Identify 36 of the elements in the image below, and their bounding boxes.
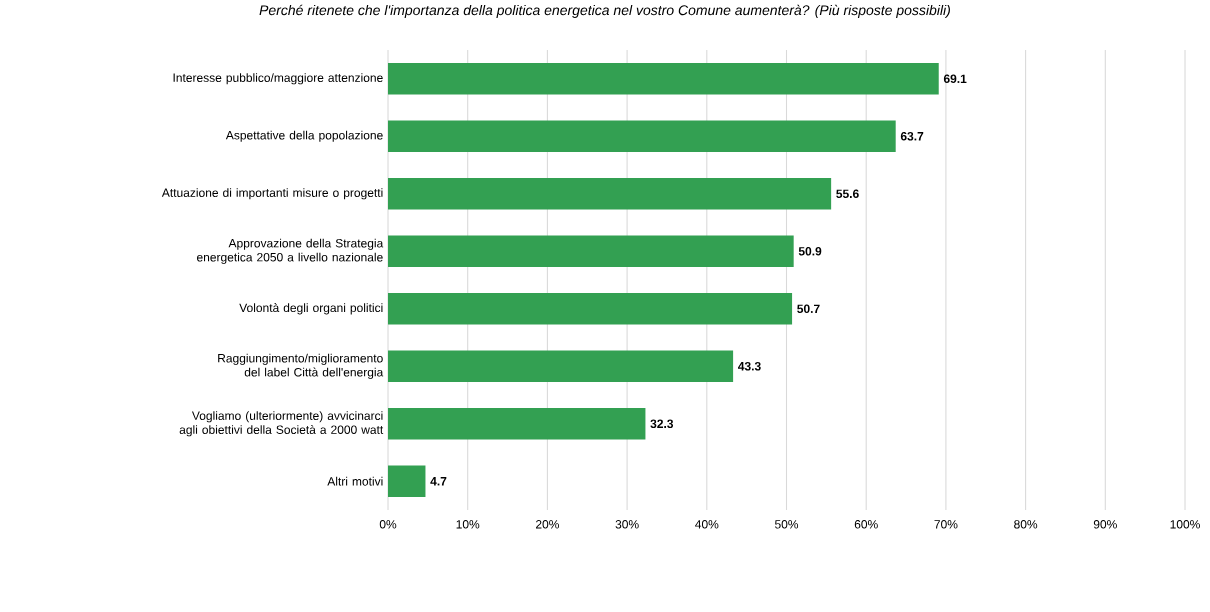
x-tick-label: 40% — [695, 520, 719, 529]
bar — [388, 292, 793, 325]
x-tick-label: 20% — [536, 520, 559, 529]
x-tick-label: 10% — [456, 520, 480, 529]
x-tick-label: 80% — [1014, 520, 1038, 529]
x-tick-label: 60% — [854, 520, 878, 529]
y-tick-label: Volontà degli organi politici — [239, 303, 383, 315]
y-tick-label: Altri motivi — [327, 476, 383, 486]
x-tick-label: 0% — [379, 520, 397, 529]
data-label: 4.7 — [430, 477, 447, 486]
y-tick-label: Vogliamo (ulteriormente) avvicinarci agli obiettivi della Società a 2000 watt — [179, 411, 384, 437]
data-label: 50.7 — [797, 304, 820, 314]
bar — [388, 407, 646, 440]
data-label: 69.1 — [943, 74, 967, 84]
y-tick-label: Raggiungimento/miglioramento del label Città dell'energia — [218, 353, 384, 379]
y-tick-label: Attuazione di importanti misure o progetti — [161, 188, 383, 200]
y-tick-label: Aspettative della popolazione — [225, 130, 383, 142]
bar — [388, 350, 734, 383]
bar — [388, 62, 939, 95]
x-tick-label: 50% — [774, 520, 799, 529]
x-tick-label: 70% — [934, 520, 958, 529]
bar — [388, 177, 832, 210]
y-tick-label: Approvazione della Strategia energetica 2050 a livello nazionale — [197, 238, 384, 264]
x-tick-label: 100% — [1170, 520, 1200, 529]
data-label: 43.3 — [738, 361, 761, 371]
y-tick-label: Interesse pubblico/maggiore attenzione — [173, 73, 383, 85]
x-tick-label: 90% — [1093, 520, 1117, 529]
bar — [388, 235, 794, 268]
data-label: 55.6 — [836, 189, 859, 199]
bar — [388, 465, 426, 498]
data-label: 63.7 — [900, 132, 924, 141]
data-label: 50.9 — [798, 247, 822, 256]
bar — [388, 120, 896, 153]
x-tick-label: 30% — [615, 520, 639, 529]
data-label: 32.3 — [650, 419, 674, 428]
chart-title: Perché ritenete che l'importanza della politica energetica nel vostro Comune aumenterà? (Più risposte possibili) — [259, 4, 950, 18]
